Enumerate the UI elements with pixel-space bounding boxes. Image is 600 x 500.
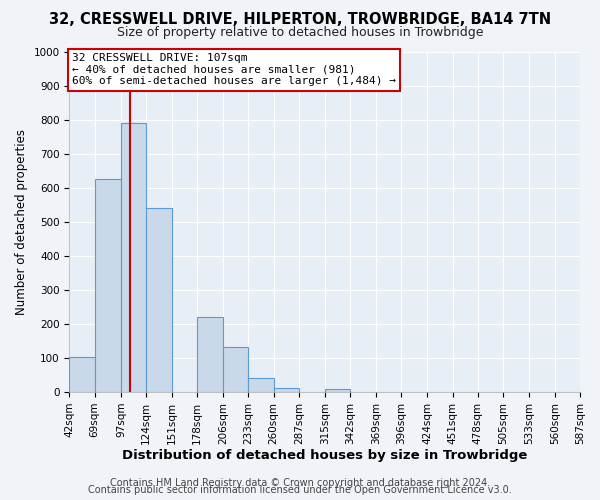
- Y-axis label: Number of detached properties: Number of detached properties: [15, 129, 28, 315]
- Text: Size of property relative to detached houses in Trowbridge: Size of property relative to detached ho…: [117, 26, 483, 39]
- Bar: [70, 357, 95, 392]
- Bar: [95, 179, 121, 392]
- Bar: [223, 347, 248, 392]
- Text: Contains HM Land Registry data © Crown copyright and database right 2024.: Contains HM Land Registry data © Crown c…: [110, 478, 490, 488]
- Bar: [121, 123, 146, 392]
- Bar: [197, 317, 223, 392]
- Text: Contains public sector information licensed under the Open Government Licence v3: Contains public sector information licen…: [88, 485, 512, 495]
- Bar: [248, 378, 274, 392]
- Bar: [325, 388, 350, 392]
- Text: 32, CRESSWELL DRIVE, HILPERTON, TROWBRIDGE, BA14 7TN: 32, CRESSWELL DRIVE, HILPERTON, TROWBRID…: [49, 12, 551, 28]
- Bar: [146, 208, 172, 392]
- Bar: [274, 388, 299, 392]
- X-axis label: Distribution of detached houses by size in Trowbridge: Distribution of detached houses by size …: [122, 450, 527, 462]
- Text: 32 CRESSWELL DRIVE: 107sqm
← 40% of detached houses are smaller (981)
60% of sem: 32 CRESSWELL DRIVE: 107sqm ← 40% of deta…: [72, 53, 396, 86]
